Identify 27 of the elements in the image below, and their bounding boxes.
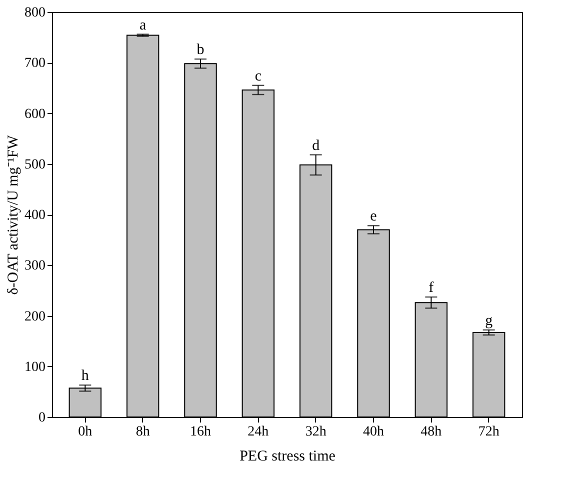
- annotation: b: [196, 42, 204, 58]
- y-axis-title: δ-OAT activity/U mg⁻¹FW: [6, 134, 22, 295]
- y-tick-label: 0: [38, 410, 46, 426]
- x-tick-label: 40h: [363, 424, 384, 440]
- annotation: h: [81, 368, 90, 384]
- y-tick-label: 600: [24, 106, 46, 122]
- annotation: g: [485, 312, 494, 329]
- y-tick-label: 400: [24, 208, 46, 223]
- x-tick-label: 0h: [78, 424, 92, 440]
- annotation: a: [139, 17, 146, 34]
- annotation: f: [428, 280, 434, 296]
- y-tick-label: 300: [24, 258, 46, 274]
- y-tick-label: 700: [24, 56, 46, 72]
- x-tick-label: 24h: [248, 424, 269, 440]
- x-tick-label: 72h: [478, 424, 500, 440]
- x-axis-title: PEG stress time: [240, 448, 336, 464]
- x-tick-label: 16h: [190, 424, 211, 440]
- x-tick-label: 48h: [420, 424, 442, 440]
- y-tick-label: 800: [24, 6, 46, 20]
- y-tick-label: 200: [24, 309, 46, 324]
- annotation: d: [312, 138, 320, 154]
- x-tick-label: 32h: [305, 424, 326, 440]
- y-tick-label: 500: [24, 157, 46, 172]
- x-tick-label: 8h: [136, 424, 150, 440]
- annotation: c: [254, 68, 262, 84]
- y-tick-label: 100: [24, 360, 46, 375]
- annotation: e: [370, 208, 378, 225]
